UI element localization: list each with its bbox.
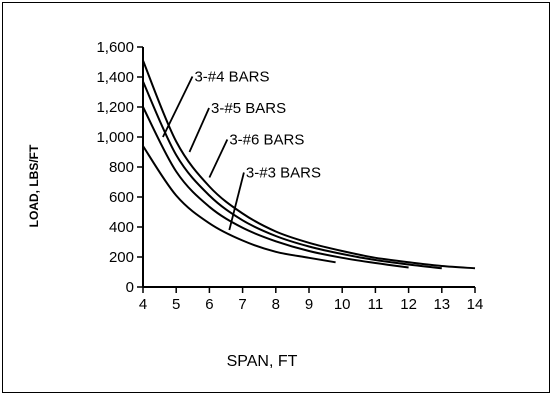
x-tick-label: 6 [205, 296, 213, 313]
series-line [142, 60, 476, 270]
x-tick-label: 10 [334, 296, 351, 313]
x-tick-label: 8 [272, 296, 280, 313]
annotations: 3-#4 BARS 3-#5 BARS 3-#6 BARS 3-#3 BARS [162, 69, 321, 231]
x-tick-label: 4 [139, 296, 147, 313]
annotation-label: 3-#3 BARS [246, 165, 321, 182]
x-tick-label: 11 [368, 296, 384, 313]
y-axis-label: LOAD, LBS/FT [27, 144, 41, 227]
annotation-label: 3-#6 BARS [229, 132, 304, 149]
series-line [142, 81, 442, 270]
y-tick-label: 1,600 [96, 39, 134, 56]
x-axis-label: SPAN, FT [227, 353, 298, 370]
x-tick-label: 13 [433, 296, 450, 313]
annotation-label: 3-#4 BARS [194, 69, 269, 86]
series-line [142, 145, 336, 264]
series-lines [142, 60, 476, 270]
x-tick-label: 14 [467, 296, 484, 313]
ticks: 0 200 400 600 800 1,000 1,200 1,400 1,600 4 5 6 7 8 9 1… [96, 39, 483, 313]
y-tick-label: 1,000 [96, 129, 134, 146]
x-tick-label: 9 [305, 296, 313, 313]
x-tick-label: 7 [238, 296, 246, 313]
annotation-leader-line [188, 107, 210, 153]
annotation-label: 3-#5 BARS [211, 100, 286, 117]
annotation-leader-line [228, 172, 245, 231]
y-tick-label: 600 [109, 189, 134, 206]
y-tick-label: 1,400 [96, 69, 134, 86]
y-tick-label: 800 [109, 159, 134, 176]
annotation-leader-line [208, 139, 229, 178]
annotation-leader-line [162, 76, 194, 138]
x-tick-label: 5 [172, 296, 180, 313]
series-line [142, 106, 409, 269]
y-tick-label: 200 [109, 249, 134, 266]
chart-frame [2, 2, 550, 393]
y-tick-label: 1,200 [96, 99, 134, 116]
y-tick-label: 400 [109, 219, 134, 236]
y-tick-label: 0 [126, 279, 134, 296]
x-tick-label: 12 [400, 296, 417, 313]
